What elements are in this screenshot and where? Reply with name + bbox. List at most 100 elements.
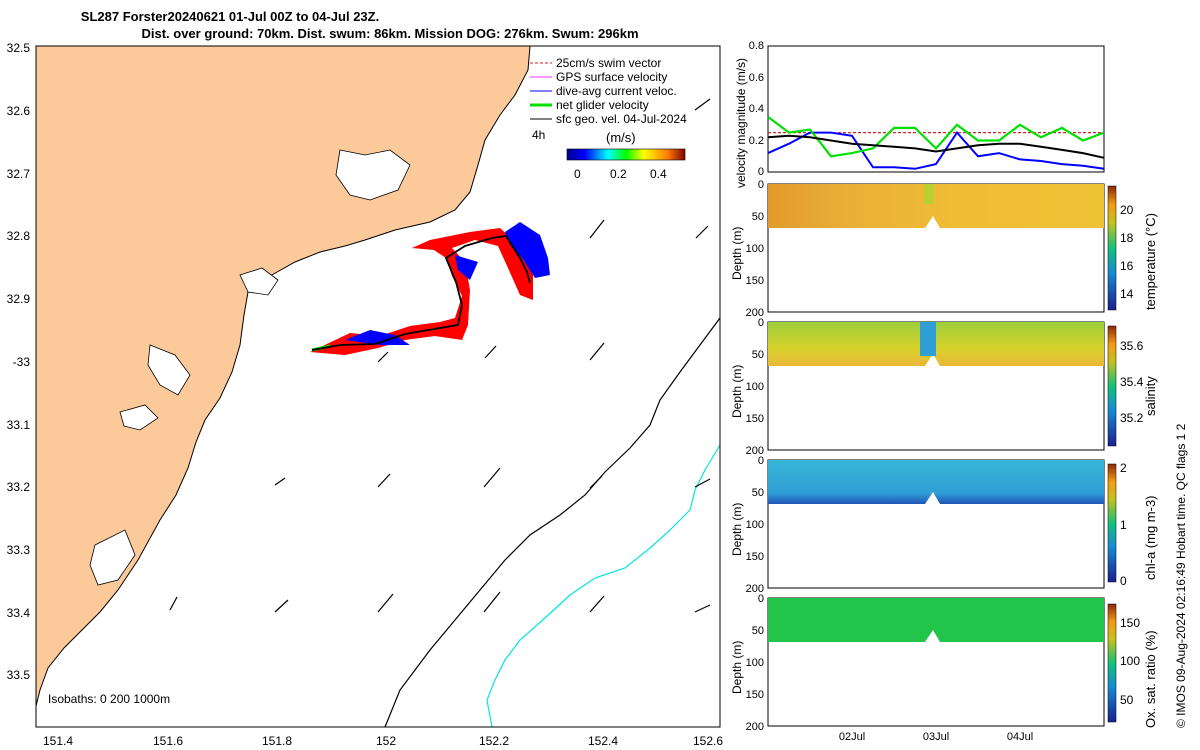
temperature-cbar-label: temperature (°C) [1143,213,1158,310]
legend-entry-current: dive-avg current veloc. [556,84,677,98]
salinity-low-patch [920,322,936,356]
oxsat-cbar-tick: 50 [1120,693,1134,707]
oxsat-cbar-label: Ox. sat. ratio (%) [1143,630,1158,728]
velocity-line-3 [767,116,1105,158]
lon-tick: 152 [376,734,396,748]
lat-tick: 33.4 [7,606,31,620]
temperature-cbar-tick: 14 [1120,287,1134,301]
salinity-cbar-tick: 35.2 [1120,411,1144,425]
velocity-ylabel: velocity magnitude (m/s) [734,57,748,188]
lat-tick: 33.2 [7,480,31,494]
lake-4 [89,529,136,586]
salinity-ylabel: Depth (m) [730,364,744,418]
oxsat-field [768,598,1104,642]
legend-extra-label: 4h [532,128,545,142]
footer-credit: © IMOS 09-Aug-2024 02:16:49 Hobart time.… [1174,423,1188,728]
depth-tick: 50 [752,625,764,637]
oxsat-colorbar [1107,603,1117,723]
velocity-ytick: 0.4 [749,103,764,115]
lon-tick: 151.6 [153,734,183,748]
velocity-ytick: 0.6 [749,72,764,84]
current-vectors [169,98,711,613]
depth-tick: 50 [752,487,764,499]
depth-tick: 50 [752,211,764,223]
time-tick: 04Jul [1007,731,1033,743]
isobath-200m [384,317,721,728]
lat-tick: 33.1 [7,418,31,432]
depth-tick: 100 [746,381,764,393]
velocity-yaxis: 0 0.2 0.4 0.6 0.8 [749,40,764,178]
depth-tick: 100 [746,243,764,255]
time-axis: 02Jul 03Jul 04Jul [839,731,1033,743]
temperature-colorbar [1107,185,1117,311]
land-area [35,45,531,707]
temperature-field [768,184,1104,228]
lon-tick: 152.4 [588,734,618,748]
lat-tick: -33 [13,355,31,369]
temperature-surface-patch [924,184,934,204]
temperature-section [767,183,1105,313]
depth-tick: 150 [746,551,764,563]
depth-tick: 100 [746,519,764,531]
velocity-ytick: 0 [758,166,764,178]
depth-axes: 0 50 100 150 200 0 50 100 150 200 0 50 1… [746,179,764,733]
temperature-ylabel: Depth (m) [730,226,744,280]
section-colorbars: 20 18 16 14 35.6 35.4 35.2 2 1 0 150 100… [1107,185,1144,723]
lon-tick: 151.4 [43,734,73,748]
colorbar-tick-0: 0 [574,167,581,181]
depth-tick: 200 [746,307,764,319]
legend-entry-gps: GPS surface velocity [556,70,667,84]
velocity-ytick: 0.2 [749,135,764,147]
salinity-colorbar [1107,325,1117,447]
isobaths-label: Isobaths: 0 200 1000m [48,692,170,706]
chla-colorbar [1107,463,1117,583]
lon-tick: 152.6 [693,734,723,748]
salinity-cbar-tick: 35.6 [1120,339,1144,353]
depth-tick: 0 [758,593,764,605]
velocity-ytick: 0.8 [749,40,764,52]
time-tick: 02Jul [839,731,865,743]
salinity-cbar-label: salinity [1143,376,1158,416]
legend-entry-geo: sfc geo. vel. 04-Jul-2024 [556,112,687,126]
temperature-cbar-tick: 18 [1120,231,1134,245]
colorbar-title: (m/s) [606,130,636,145]
chla-cbar-label: chl-a (mg m-3) [1143,495,1158,580]
lake-5 [119,404,159,431]
depth-tick: 50 [752,349,764,361]
oxsat-cbar-tick: 100 [1120,654,1140,668]
oxsat-section [767,597,1105,727]
velocity-series [767,116,1105,170]
chla-section [767,459,1105,589]
lat-tick: 32.7 [7,167,31,181]
lon-axis: 151.4 151.6 151.8 152 152.2 152.4 152.6 [43,734,723,748]
temperature-cbar-tick: 16 [1120,259,1134,273]
velocity-line-2 [767,130,1105,170]
lat-axis: 32.5 32.6 32.7 32.8 32.9 -33 33.1 33.2 3… [7,41,31,682]
map-panel: 25cm/s swim vector GPS surface velocity … [7,41,724,748]
salinity-section [767,321,1105,451]
velocity-frame [767,45,1105,173]
oxsat-ylabel: Depth (m) [730,640,744,694]
lake-3 [147,344,191,396]
lat-tick: 32.9 [7,292,31,306]
chla-cbar-tick: 0 [1120,574,1127,588]
lake-2 [239,267,279,296]
legend-entry-swim: 25cm/s swim vector [556,56,661,70]
chla-ylabel: Depth (m) [730,502,744,556]
temperature-cbar-tick: 20 [1120,203,1134,217]
depth-tick: 0 [758,455,764,467]
velocity-panel: 0 0.2 0.4 0.6 0.8 [749,40,1105,178]
depth-tick: 150 [746,275,764,287]
chla-field [768,460,1104,504]
salinity-cbar-tick: 35.4 [1120,375,1144,389]
lat-tick: 32.6 [7,104,31,118]
chla-cbar-tick: 2 [1120,461,1127,475]
colorbar-tick-1: 0.2 [610,167,627,181]
depth-tick: 150 [746,689,764,701]
depth-tick: 150 [746,413,764,425]
lat-tick: 32.8 [7,229,31,243]
depth-tick: 200 [746,583,764,595]
depth-tick: 0 [758,317,764,329]
figure-subtitle: Dist. over ground: 70km. Dist. swum: 86k… [141,26,639,41]
